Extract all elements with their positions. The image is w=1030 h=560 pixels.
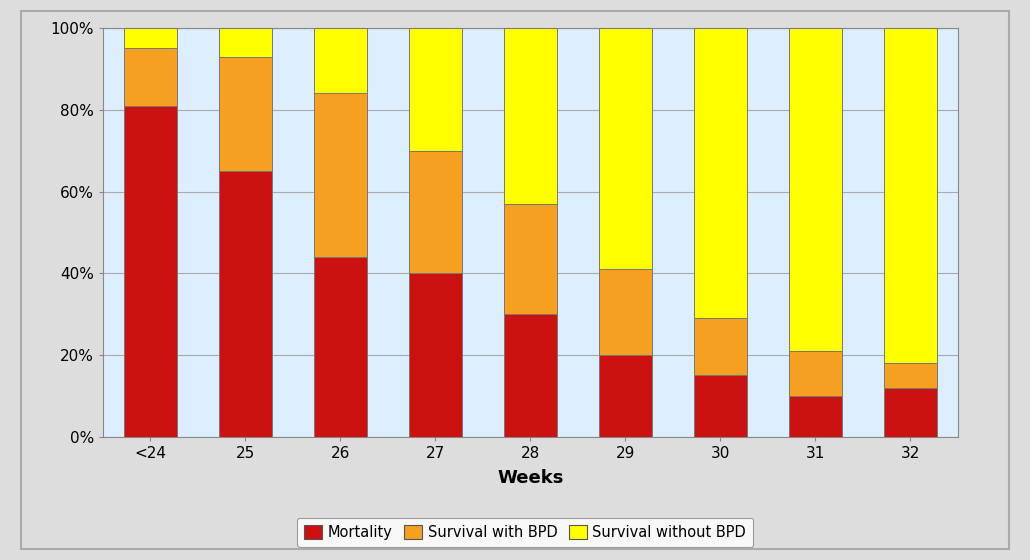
Bar [409,273,461,437]
Bar [599,355,652,437]
Bar [885,388,936,437]
X-axis label: Weeks: Weeks [497,469,563,487]
Bar [789,396,842,437]
Bar [125,49,176,106]
Bar [599,28,652,269]
Bar [219,28,272,57]
Bar [599,269,652,355]
Bar [409,28,461,151]
Bar [314,94,367,257]
Bar [789,351,842,396]
Bar [694,375,747,437]
Bar [314,28,367,94]
Bar [694,318,747,375]
Bar [125,28,176,49]
Bar [219,171,272,437]
Bar [505,204,556,314]
Bar [885,363,936,388]
Bar [314,257,367,437]
Bar [694,28,747,318]
Bar [885,28,936,363]
Bar [505,28,556,204]
Bar [505,314,556,437]
Bar [789,28,842,351]
Bar [219,57,272,171]
Bar [409,151,461,273]
Legend: Mortality, Survival with BPD, Survival without BPD: Mortality, Survival with BPD, Survival w… [297,517,754,547]
Bar [125,106,176,437]
